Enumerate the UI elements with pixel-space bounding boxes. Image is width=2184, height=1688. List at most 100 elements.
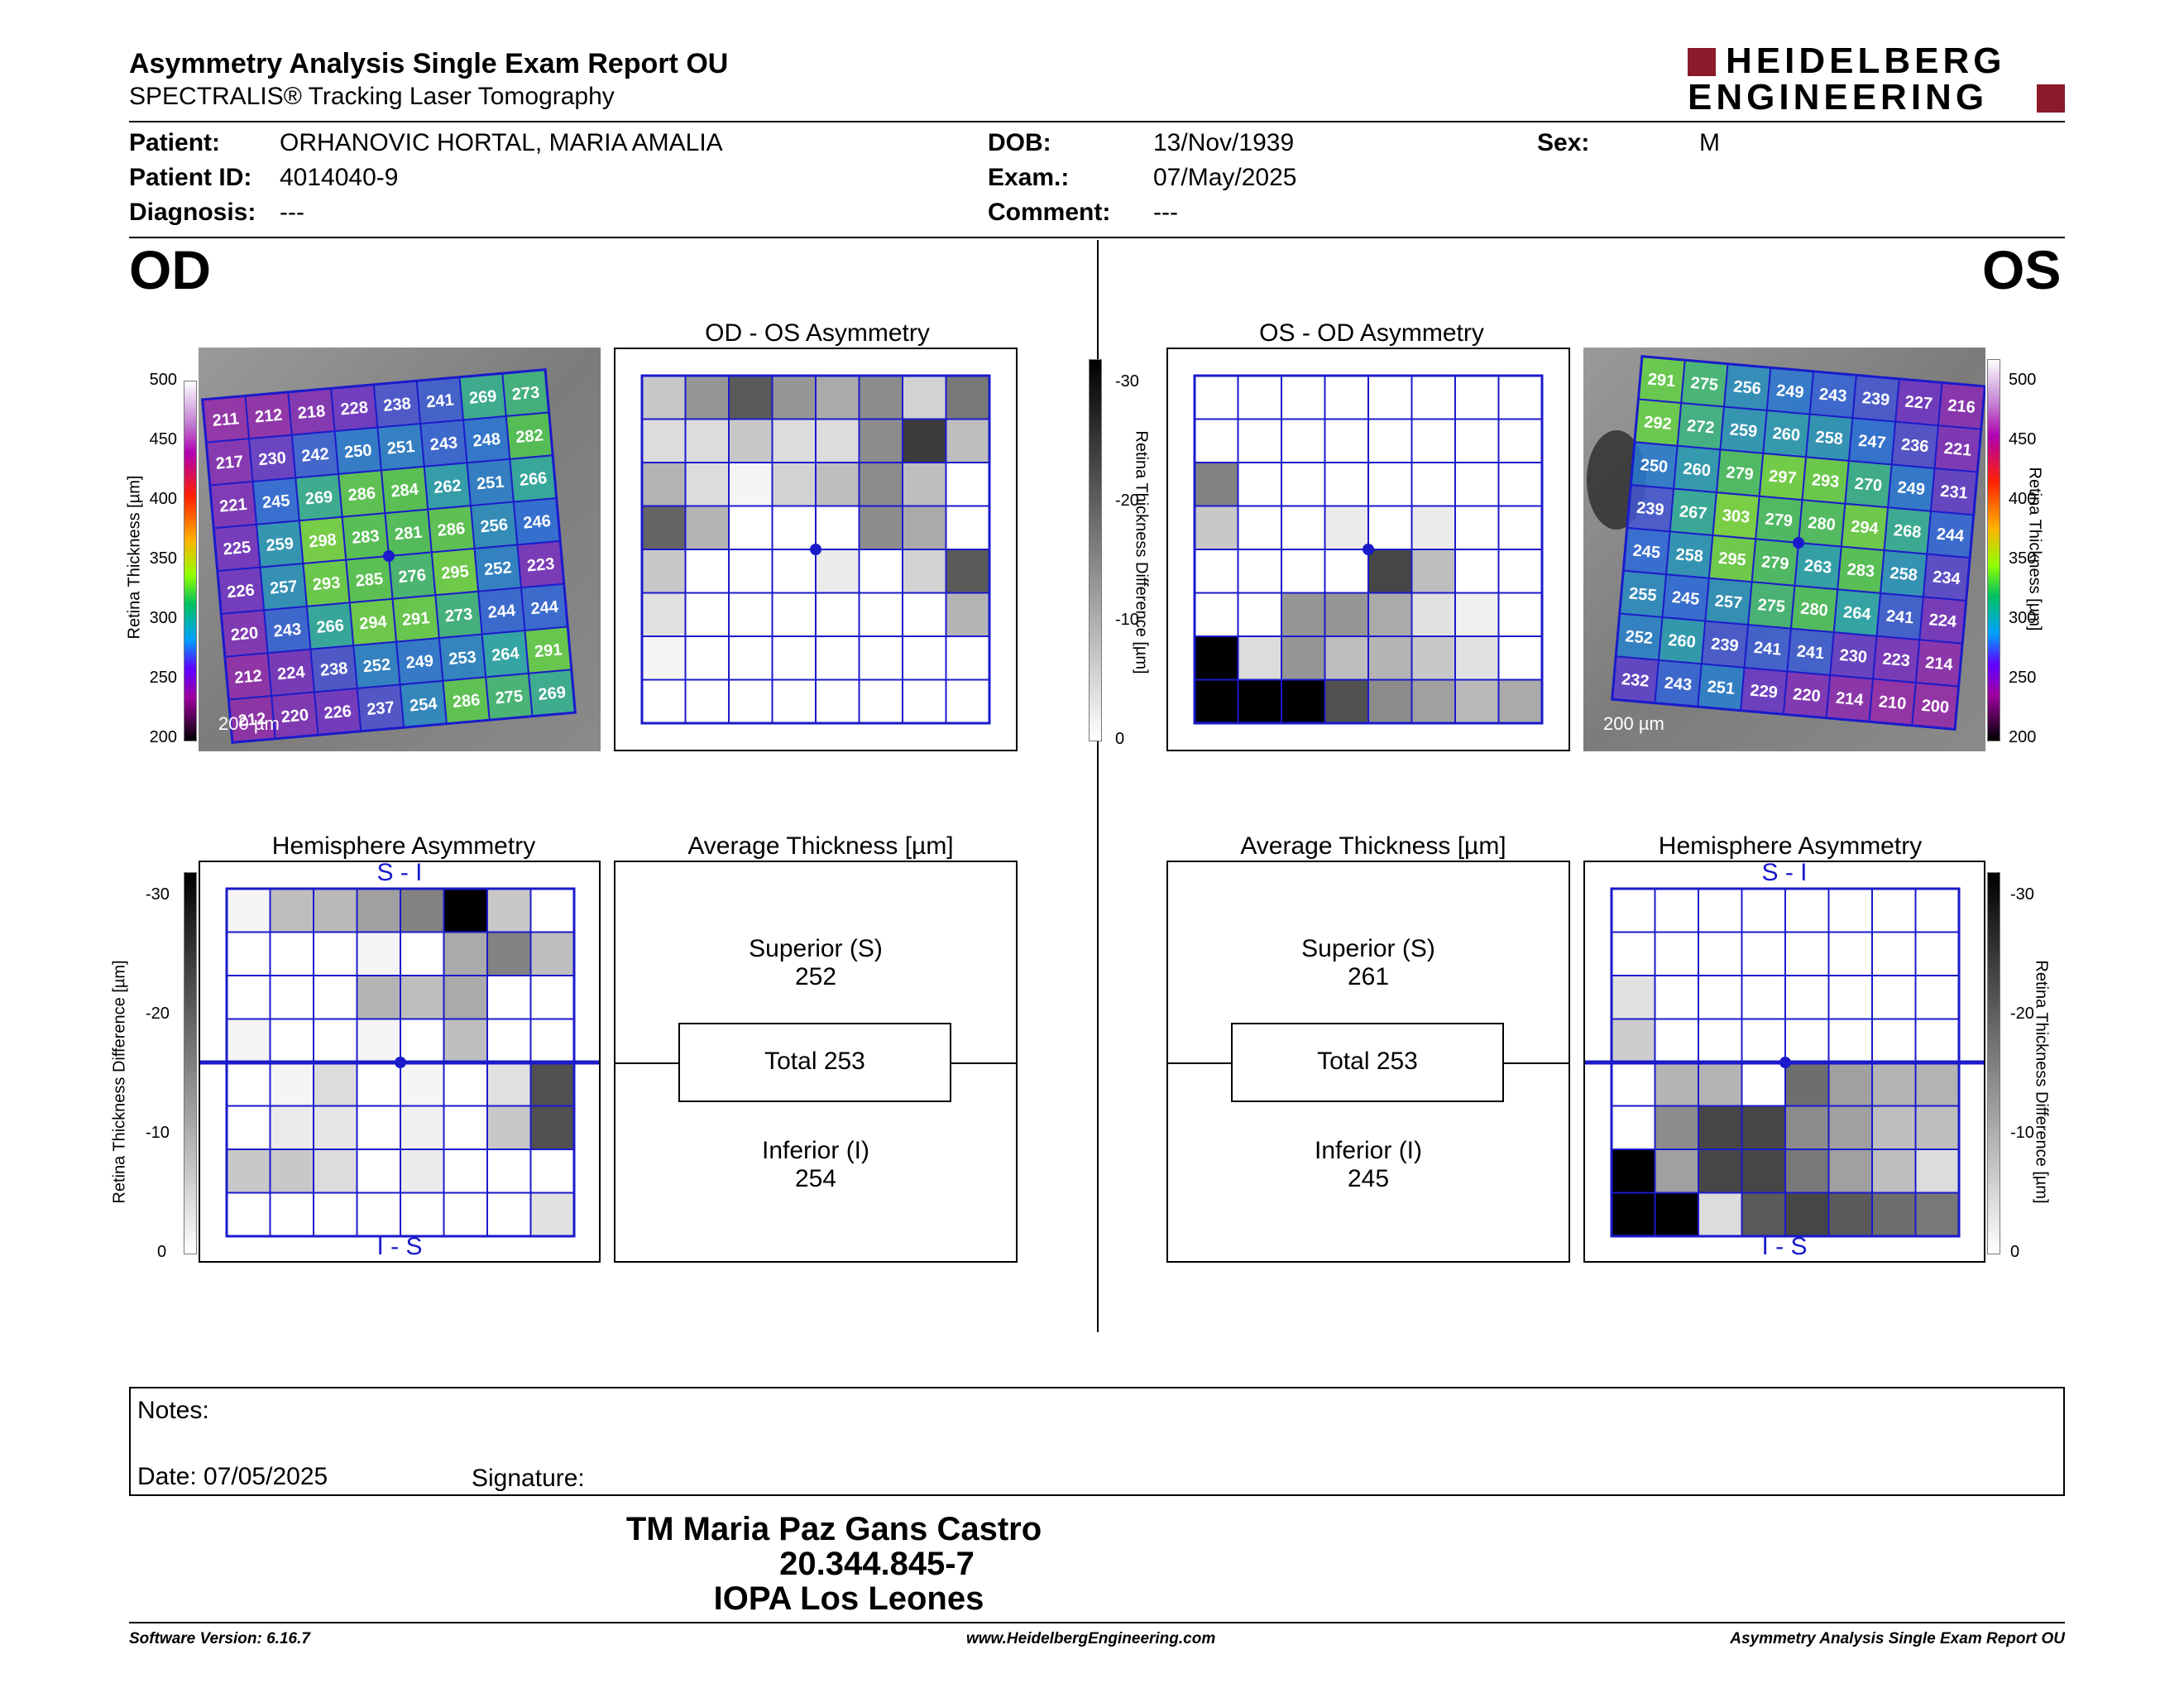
od-asymmetry-panel <box>614 348 1018 751</box>
od-asym-cell <box>771 505 817 550</box>
od-thick-value: 245 <box>261 492 290 512</box>
od-hemi-cell <box>486 1149 532 1194</box>
od-thick-value: 248 <box>472 430 501 451</box>
od-asym-cell <box>641 375 687 420</box>
os-asym-cell <box>1454 549 1500 594</box>
os-hemi-cell <box>1871 1105 1917 1150</box>
os-asymmetry-title: OS - OD Asymmetry <box>1243 319 1501 348</box>
os-hemi-cell <box>1654 1149 1699 1194</box>
od-hemi-cell <box>486 888 532 933</box>
os-asym-cell <box>1237 375 1282 420</box>
od-hemi-cell <box>356 931 401 976</box>
od-thick-value: 275 <box>495 688 524 708</box>
os-hemi-cell <box>1871 931 1917 976</box>
os-hemi-cell <box>1784 1149 1830 1194</box>
od-asym-cell <box>815 635 860 681</box>
os-hemi-cell <box>1784 888 1830 933</box>
od-asym-cell <box>771 462 817 507</box>
od-hemi-cell <box>226 931 271 976</box>
od-asym-cell <box>684 462 730 507</box>
od-thick-value: 212 <box>234 667 263 688</box>
od-hemi-cell <box>313 1062 358 1107</box>
od-hemi-cell <box>529 1062 575 1107</box>
os-hemi-cell <box>1784 1062 1830 1107</box>
os-thickness-map: 291 275 256 249 243 239 227 216 292 272 259 260 258 2… <box>1583 348 1985 751</box>
od-thick-value: 282 <box>515 426 544 447</box>
od-hemi-cell <box>400 1192 445 1237</box>
os-hemi-cell <box>1741 931 1786 976</box>
od-thick-value: 241 <box>425 391 454 411</box>
os-asym-cell <box>1281 679 1326 724</box>
od-hemi-cell <box>269 931 314 976</box>
os-thick-value: 258 <box>1889 564 1918 585</box>
os-asym-cell <box>1367 635 1413 681</box>
od-thick-value: 294 <box>358 612 388 633</box>
od-asym-cell <box>641 679 687 724</box>
os-hemi-cell <box>1827 1149 1873 1194</box>
od-hemi-fovea-dot <box>395 1057 406 1068</box>
diagnosis-label: Diagnosis: <box>129 199 256 226</box>
od-asym-cell <box>858 592 903 637</box>
od-thick-value: 253 <box>448 648 477 669</box>
os-asym-cell <box>1194 549 1239 594</box>
od-thick-value: 225 <box>223 539 251 559</box>
od-hemi-cell <box>443 1062 488 1107</box>
os-hemi-cell <box>1784 1105 1830 1150</box>
od-asym-cell <box>858 635 903 681</box>
od-thick-value: 252 <box>483 559 512 579</box>
os-thick-value: 292 <box>1643 413 1672 434</box>
os-thick-value: 239 <box>1861 389 1890 410</box>
os-thick-value: 239 <box>1636 499 1664 520</box>
od-thickness-colorbar <box>184 381 197 741</box>
od-hemi-cell <box>529 1149 575 1194</box>
os-asym-cell <box>1237 592 1282 637</box>
os-thick-value: 223 <box>1882 650 1911 670</box>
od-hemi-cell <box>226 975 271 1020</box>
os-asym-cell <box>1237 549 1282 594</box>
os-thick-value: 250 <box>1640 456 1669 477</box>
od-asym-cell <box>815 679 860 724</box>
od-asym-cell <box>902 679 947 724</box>
od-hemi-cell <box>356 1192 401 1237</box>
os-hemi-cell <box>1871 1062 1917 1107</box>
os-asym-cell <box>1194 635 1239 681</box>
os-asym-cell <box>1367 375 1413 420</box>
od-hemi-cell <box>356 1018 401 1063</box>
od-hemi-cell <box>356 1062 401 1107</box>
od-inferior-value: 254 <box>794 1165 837 1192</box>
od-asym-cell <box>728 375 774 420</box>
od-hemi-cell <box>443 975 488 1020</box>
signature-name: TM Maria Paz Gans Castro <box>625 1511 1042 1547</box>
od-thick-value: 269 <box>468 387 497 408</box>
os-asym-cell <box>1237 418 1282 463</box>
od-asym-cell <box>728 679 774 724</box>
os-hemisphere-panel: S - I I - S <box>1583 859 1985 1263</box>
od-thick-value: 223 <box>526 555 555 576</box>
od-thick-value: 251 <box>476 473 505 494</box>
od-thick-value: 220 <box>230 624 259 645</box>
os-thick-value: 241 <box>1796 642 1825 663</box>
od-is-label: I - S <box>376 1233 423 1260</box>
os-thick-value: 303 <box>1722 506 1751 527</box>
os-thick-value: 255 <box>1628 584 1657 605</box>
os-thick-value: 239 <box>1710 635 1739 655</box>
os-thick-value: 234 <box>1932 568 1961 588</box>
os-hemi-cell <box>1741 975 1786 1020</box>
os-thick-value: 268 <box>1893 521 1922 542</box>
footer-url: www.HeidelbergEngineering.com <box>966 1630 1216 1647</box>
od-hemi-cell <box>269 1105 314 1150</box>
os-asymmetry-panel <box>1166 348 1570 751</box>
od-thick-value: 291 <box>401 609 430 630</box>
diagnosis-value: --- <box>280 199 304 226</box>
os-asym-cell <box>1194 505 1239 550</box>
os-thick-value: 279 <box>1760 553 1789 573</box>
os-thick-value: 224 <box>1928 611 1958 631</box>
od-fundus-image: 211 212 218 228 238 241 269 273 217 230 242 250 251 2… <box>199 348 601 751</box>
od-total: Total 253 <box>764 1048 865 1075</box>
os-hemi-cell <box>1914 888 1960 933</box>
od-hemi-cell <box>313 931 358 976</box>
os-asym-cell <box>1454 375 1500 420</box>
od-asym-cell <box>641 635 687 681</box>
os-thick-value: 272 <box>1686 417 1715 438</box>
os-asym-cell <box>1237 679 1282 724</box>
